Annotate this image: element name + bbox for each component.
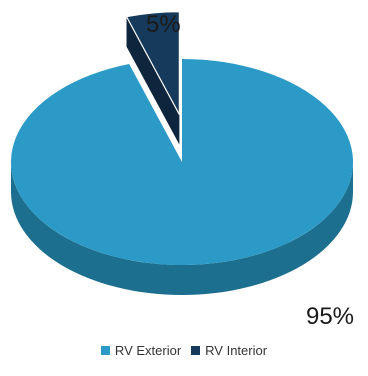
pie-face-rv-interior (126, 16, 180, 145)
legend-swatch-rv-exterior (100, 346, 110, 355)
legend-item-rv-interior: RV Interior (191, 343, 267, 358)
legend-label-rv-interior: RV Interior (205, 343, 268, 358)
data-label-rv-interior: 5% (146, 11, 181, 38)
pie-slice-rv-interior (125, 10, 180, 115)
pie-slice-rv-exterior (10, 59, 353, 266)
chart-legend: RV Exterior RV Interior (0, 343, 368, 358)
pie-side-rv-exterior (11, 162, 353, 295)
legend-label-rv-exterior: RV Exterior (114, 343, 182, 358)
data-label-rv-exterior: 95% (306, 303, 354, 330)
legend-swatch-rv-interior (191, 346, 201, 355)
legend-item-rv-exterior: RV Exterior (100, 343, 182, 358)
